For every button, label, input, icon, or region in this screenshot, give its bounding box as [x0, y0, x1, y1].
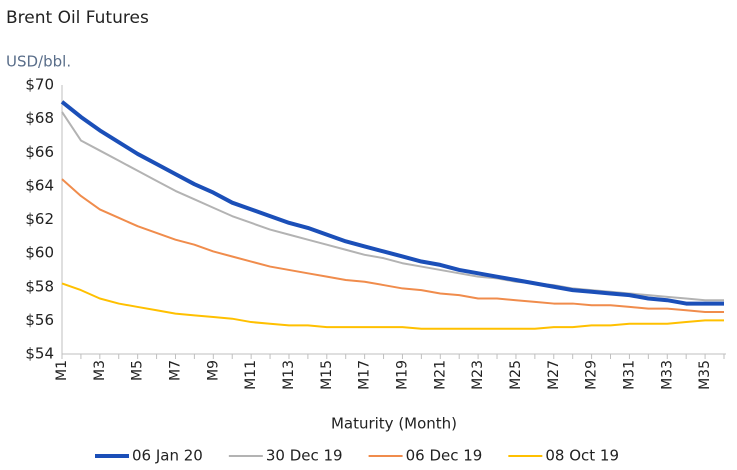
- x-tick-label: M19: [394, 360, 410, 390]
- x-tick-label: M15: [319, 360, 335, 390]
- x-tick-label: M1: [54, 360, 70, 381]
- legend-label: 08 Oct 19: [545, 447, 619, 465]
- y-tick-label: $58: [25, 277, 54, 295]
- y-unit-label: USD/bbl.: [6, 53, 71, 71]
- x-tick-label: M33: [659, 360, 675, 390]
- chart-title: Brent Oil Futures: [6, 8, 149, 28]
- x-tick-label: M17: [357, 360, 373, 390]
- y-tick-label: $66: [25, 143, 54, 161]
- x-tick-label: M31: [621, 360, 637, 390]
- x-axis-title: Maturity (Month): [331, 415, 457, 433]
- x-tick-label: M23: [470, 360, 486, 390]
- y-tick-label: $60: [25, 244, 54, 262]
- x-tick-label: M29: [584, 360, 600, 390]
- y-tick-label: $68: [25, 109, 54, 127]
- y-tick-label: $56: [25, 311, 54, 329]
- series-line: [60, 100, 724, 306]
- x-tick-label: M35: [697, 360, 713, 390]
- x-tick-label: M5: [130, 360, 146, 381]
- legend-label: 06 Jan 20: [132, 447, 203, 465]
- x-tick-label: M25: [508, 360, 524, 390]
- x-tick-label: M11: [243, 360, 259, 390]
- y-tick-label: $64: [25, 176, 54, 194]
- x-tick-label: M27: [546, 360, 562, 390]
- series-line: [61, 111, 724, 302]
- y-tick-label: $54: [25, 345, 54, 363]
- x-tick-label: M13: [281, 360, 297, 390]
- series-line: [61, 282, 724, 330]
- legend-label: 30 Dec 19: [266, 447, 343, 465]
- x-tick-label: M9: [205, 360, 221, 381]
- x-tick-label: M7: [167, 360, 183, 381]
- y-tick-label: $70: [25, 76, 54, 94]
- x-tick-label: M21: [432, 360, 448, 390]
- x-tick-label: M3: [92, 360, 108, 381]
- legend-label: 06 Dec 19: [406, 447, 483, 465]
- series-line: [61, 178, 724, 313]
- y-tick-label: $62: [25, 210, 54, 228]
